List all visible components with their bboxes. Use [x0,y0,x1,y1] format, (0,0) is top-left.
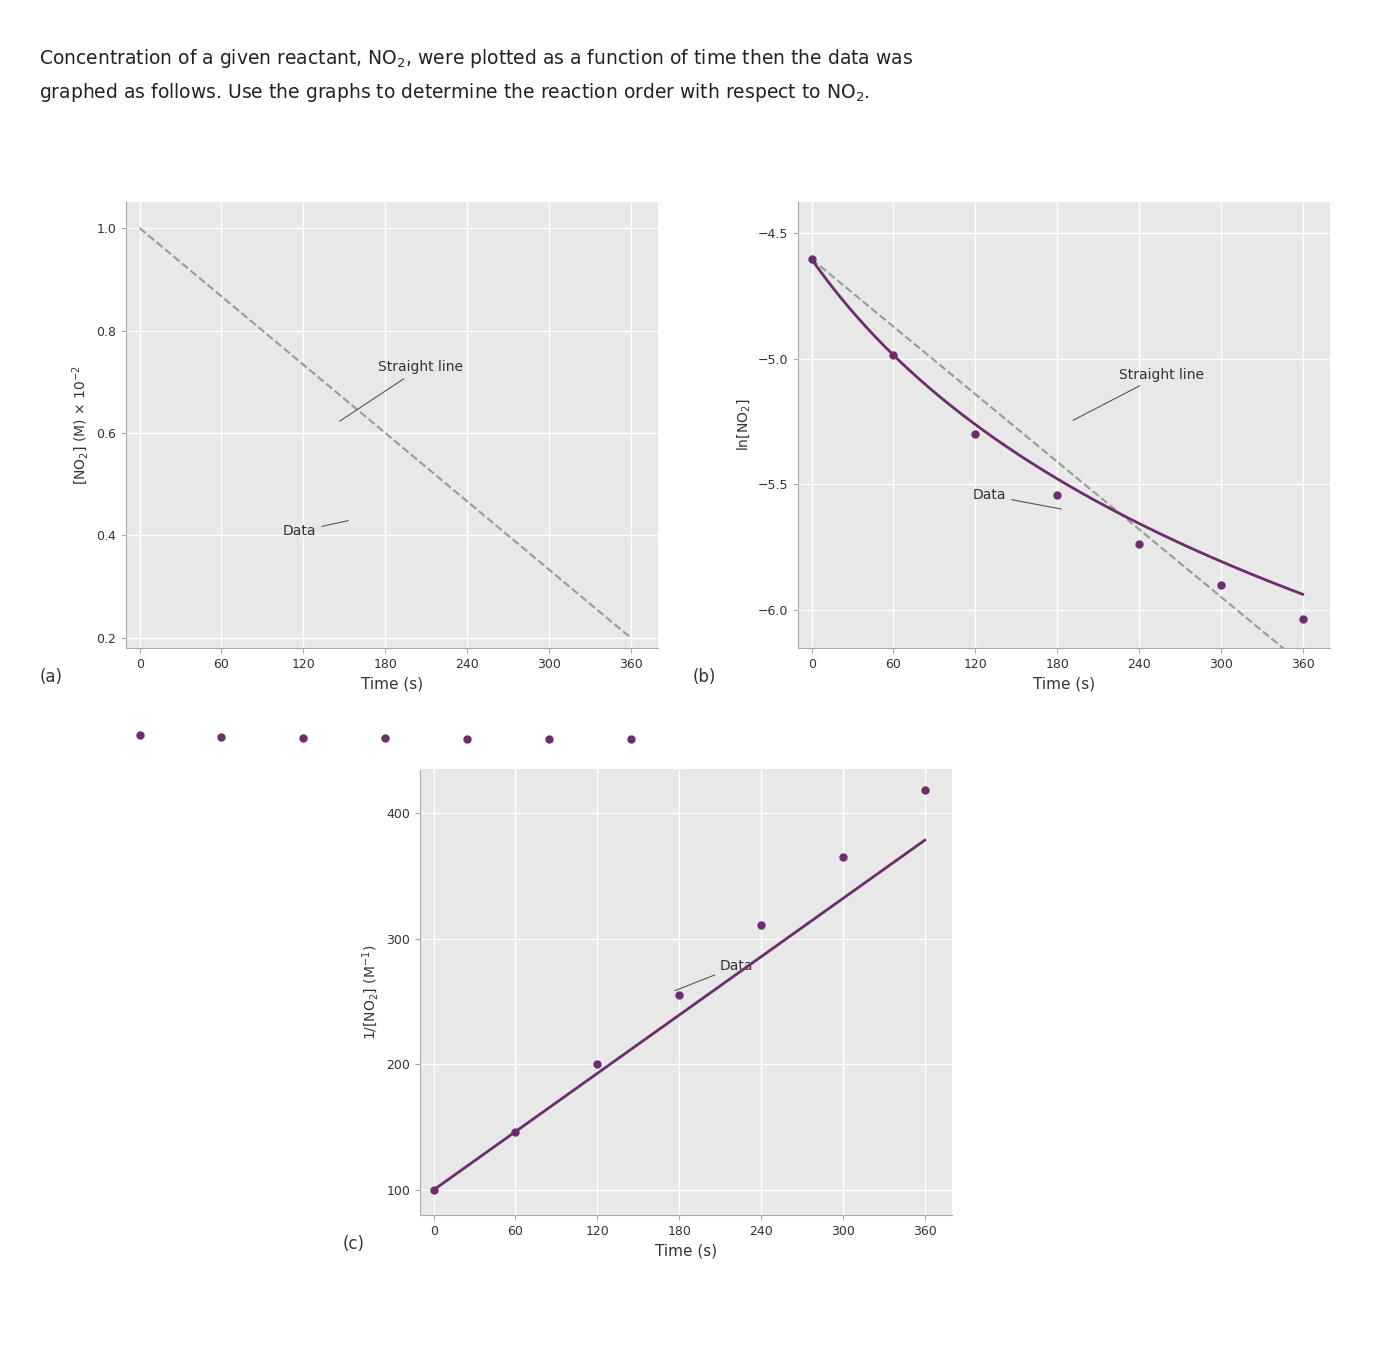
Text: Data: Data [283,521,349,539]
Text: Straight line: Straight line [340,360,463,421]
Text: Data: Data [675,960,753,991]
X-axis label: Time (s): Time (s) [655,1243,717,1258]
Y-axis label: ln[NO$_2$]: ln[NO$_2$] [735,400,752,451]
Text: graphed as follows. Use the graphs to determine the reaction order with respect : graphed as follows. Use the graphs to de… [39,81,869,104]
X-axis label: Time (s): Time (s) [361,676,423,691]
Y-axis label: 1/[NO$_2$] (M$^{-1}$): 1/[NO$_2$] (M$^{-1}$) [360,945,381,1040]
Text: (c): (c) [343,1235,365,1253]
Text: (b): (b) [693,668,717,686]
Text: Data: Data [973,489,1061,509]
Text: Concentration of a given reactant, NO$_2$, were plotted as a function of time th: Concentration of a given reactant, NO$_2… [39,47,913,70]
Text: (a): (a) [39,668,62,686]
X-axis label: Time (s): Time (s) [1033,676,1095,691]
Y-axis label: [NO$_2$] (M) $\times$ 10$^{-2}$: [NO$_2$] (M) $\times$ 10$^{-2}$ [70,366,91,485]
Text: Straight line: Straight line [1074,367,1204,420]
